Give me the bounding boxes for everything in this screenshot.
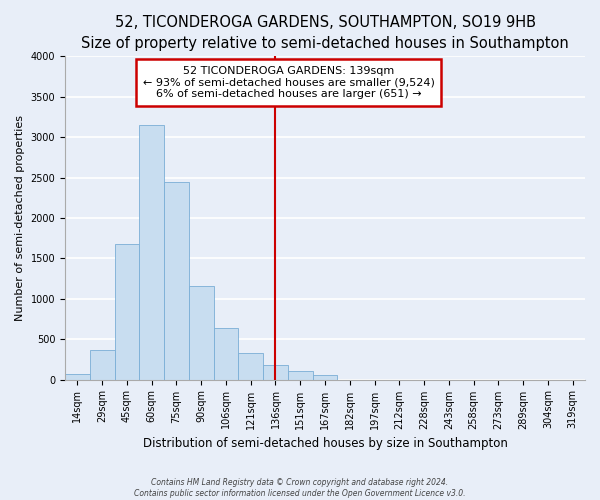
Text: 52 TICONDEROGA GARDENS: 139sqm
← 93% of semi-detached houses are smaller (9,524): 52 TICONDEROGA GARDENS: 139sqm ← 93% of … xyxy=(143,66,434,99)
Y-axis label: Number of semi-detached properties: Number of semi-detached properties xyxy=(15,115,25,321)
Bar xyxy=(139,125,164,380)
Bar xyxy=(313,375,337,380)
Bar xyxy=(214,328,238,380)
X-axis label: Distribution of semi-detached houses by size in Southampton: Distribution of semi-detached houses by … xyxy=(143,437,508,450)
Bar xyxy=(164,182,189,380)
Bar xyxy=(189,286,214,380)
Bar xyxy=(115,244,139,380)
Bar xyxy=(238,353,263,380)
Bar xyxy=(288,370,313,380)
Bar xyxy=(65,374,90,380)
Text: Contains HM Land Registry data © Crown copyright and database right 2024.
Contai: Contains HM Land Registry data © Crown c… xyxy=(134,478,466,498)
Bar xyxy=(90,350,115,380)
Bar xyxy=(263,364,288,380)
Title: 52, TICONDEROGA GARDENS, SOUTHAMPTON, SO19 9HB
Size of property relative to semi: 52, TICONDEROGA GARDENS, SOUTHAMPTON, SO… xyxy=(81,15,569,51)
